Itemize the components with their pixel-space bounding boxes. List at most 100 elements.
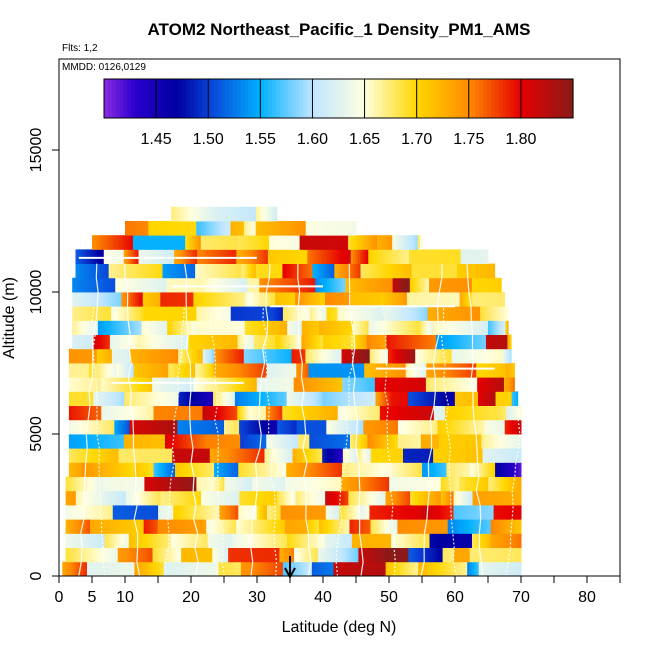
heatmap-cell <box>415 547 419 563</box>
heatmap-cell <box>198 561 202 576</box>
heatmap-cell <box>265 434 267 449</box>
heatmap-cell <box>259 292 263 307</box>
heatmap-cell <box>143 221 147 236</box>
heatmap-cell <box>128 533 132 548</box>
heatmap-cell <box>143 419 147 435</box>
heatmap-cell <box>266 377 269 392</box>
heatmap-cell <box>278 221 282 236</box>
heatmap-cell <box>281 249 285 264</box>
heatmap-cell <box>177 547 181 563</box>
heatmap-cell <box>366 277 370 293</box>
heatmap-cell <box>417 363 421 378</box>
heatmap-cell <box>372 377 376 392</box>
heatmap-cell <box>235 206 239 222</box>
heatmap-cell <box>465 490 468 506</box>
heatmap-cell <box>81 306 85 321</box>
heatmap-cell <box>230 348 234 364</box>
heatmap-cell <box>266 434 270 449</box>
heatmap-cell <box>269 547 273 563</box>
heatmap-cell <box>482 405 485 421</box>
heatmap-cell <box>508 405 512 421</box>
heatmap-cell <box>143 519 147 534</box>
heatmap-cell <box>392 490 396 506</box>
heatmap-cell <box>301 221 305 236</box>
heatmap-cell <box>344 419 348 435</box>
heatmap-cell <box>119 334 122 350</box>
heatmap-cell <box>166 249 170 264</box>
heatmap-cell <box>320 547 323 563</box>
heatmap-cell <box>319 505 323 520</box>
heatmap-cell <box>452 334 455 350</box>
heatmap-cell <box>258 206 262 222</box>
heatmap-cell <box>243 263 247 279</box>
heatmap-cell <box>352 434 356 449</box>
heatmap-cell <box>322 505 325 520</box>
heatmap-cell <box>233 476 237 492</box>
heatmap-cell <box>306 462 310 477</box>
heatmap-cell <box>142 505 146 520</box>
heatmap-cell <box>513 519 517 534</box>
heatmap-cell <box>322 277 325 293</box>
heatmap-cell <box>429 533 433 548</box>
heatmap-cell <box>338 235 342 250</box>
heatmap-cell <box>234 561 238 576</box>
heatmap-cell <box>282 405 286 421</box>
heatmap-cell <box>68 448 72 463</box>
heatmap-cell <box>423 434 426 449</box>
heatmap-cell <box>90 292 94 307</box>
heatmap-cell <box>359 476 363 492</box>
heatmap-cell <box>335 377 339 392</box>
heatmap-cell <box>437 419 441 435</box>
heatmap-cell <box>174 334 178 350</box>
heatmap-cell <box>181 235 185 250</box>
heatmap-cell <box>73 391 77 406</box>
heatmap-cell <box>253 334 257 350</box>
heatmap-cell <box>81 547 85 563</box>
heatmap-cell <box>98 235 102 250</box>
heatmap-cell <box>202 419 206 435</box>
heatmap-cell <box>88 462 92 477</box>
heatmap-cell <box>300 405 304 421</box>
heatmap-cell <box>297 462 301 477</box>
heatmap-cell <box>144 235 148 250</box>
heatmap-cell <box>207 377 211 392</box>
heatmap-cell <box>299 292 303 307</box>
heatmap-cell <box>284 292 288 307</box>
colorbar-segment <box>381 79 386 118</box>
heatmap-cell <box>362 320 366 335</box>
heatmap-cell <box>349 377 352 392</box>
heatmap-cell <box>251 391 254 406</box>
heatmap-cell <box>251 206 255 222</box>
heatmap-cell <box>278 235 282 250</box>
heatmap-cell <box>508 561 512 576</box>
heatmap-cell <box>346 377 350 392</box>
heatmap-cell <box>203 206 207 222</box>
heatmap-cell <box>330 377 334 392</box>
heatmap-cell <box>492 320 496 335</box>
heatmap-cell <box>308 334 312 350</box>
heatmap-cell <box>473 263 476 279</box>
heatmap-cell <box>382 277 386 293</box>
heatmap-cell <box>211 547 213 563</box>
heatmap-cell <box>192 405 196 421</box>
heatmap-cell <box>448 434 451 449</box>
heatmap-cell <box>247 519 251 534</box>
heatmap-cell <box>181 547 184 563</box>
heatmap-cell <box>189 533 192 548</box>
heatmap-cell <box>157 263 160 279</box>
heatmap-cell <box>509 334 512 350</box>
heatmap-cell <box>333 419 337 435</box>
heatmap-cell <box>502 476 506 492</box>
heatmap-cell <box>337 419 341 435</box>
heatmap-cell <box>464 306 468 321</box>
heatmap-cell <box>112 434 116 449</box>
heatmap-cell <box>325 519 329 534</box>
heatmap-cell <box>433 277 437 293</box>
heatmap-cell <box>351 533 355 548</box>
heatmap-cell <box>266 348 270 364</box>
heatmap-cell <box>152 561 156 576</box>
heatmap-cell <box>473 476 476 492</box>
heatmap-cell <box>304 221 307 236</box>
heatmap-cell <box>518 547 522 563</box>
heatmap-cell <box>405 320 409 335</box>
